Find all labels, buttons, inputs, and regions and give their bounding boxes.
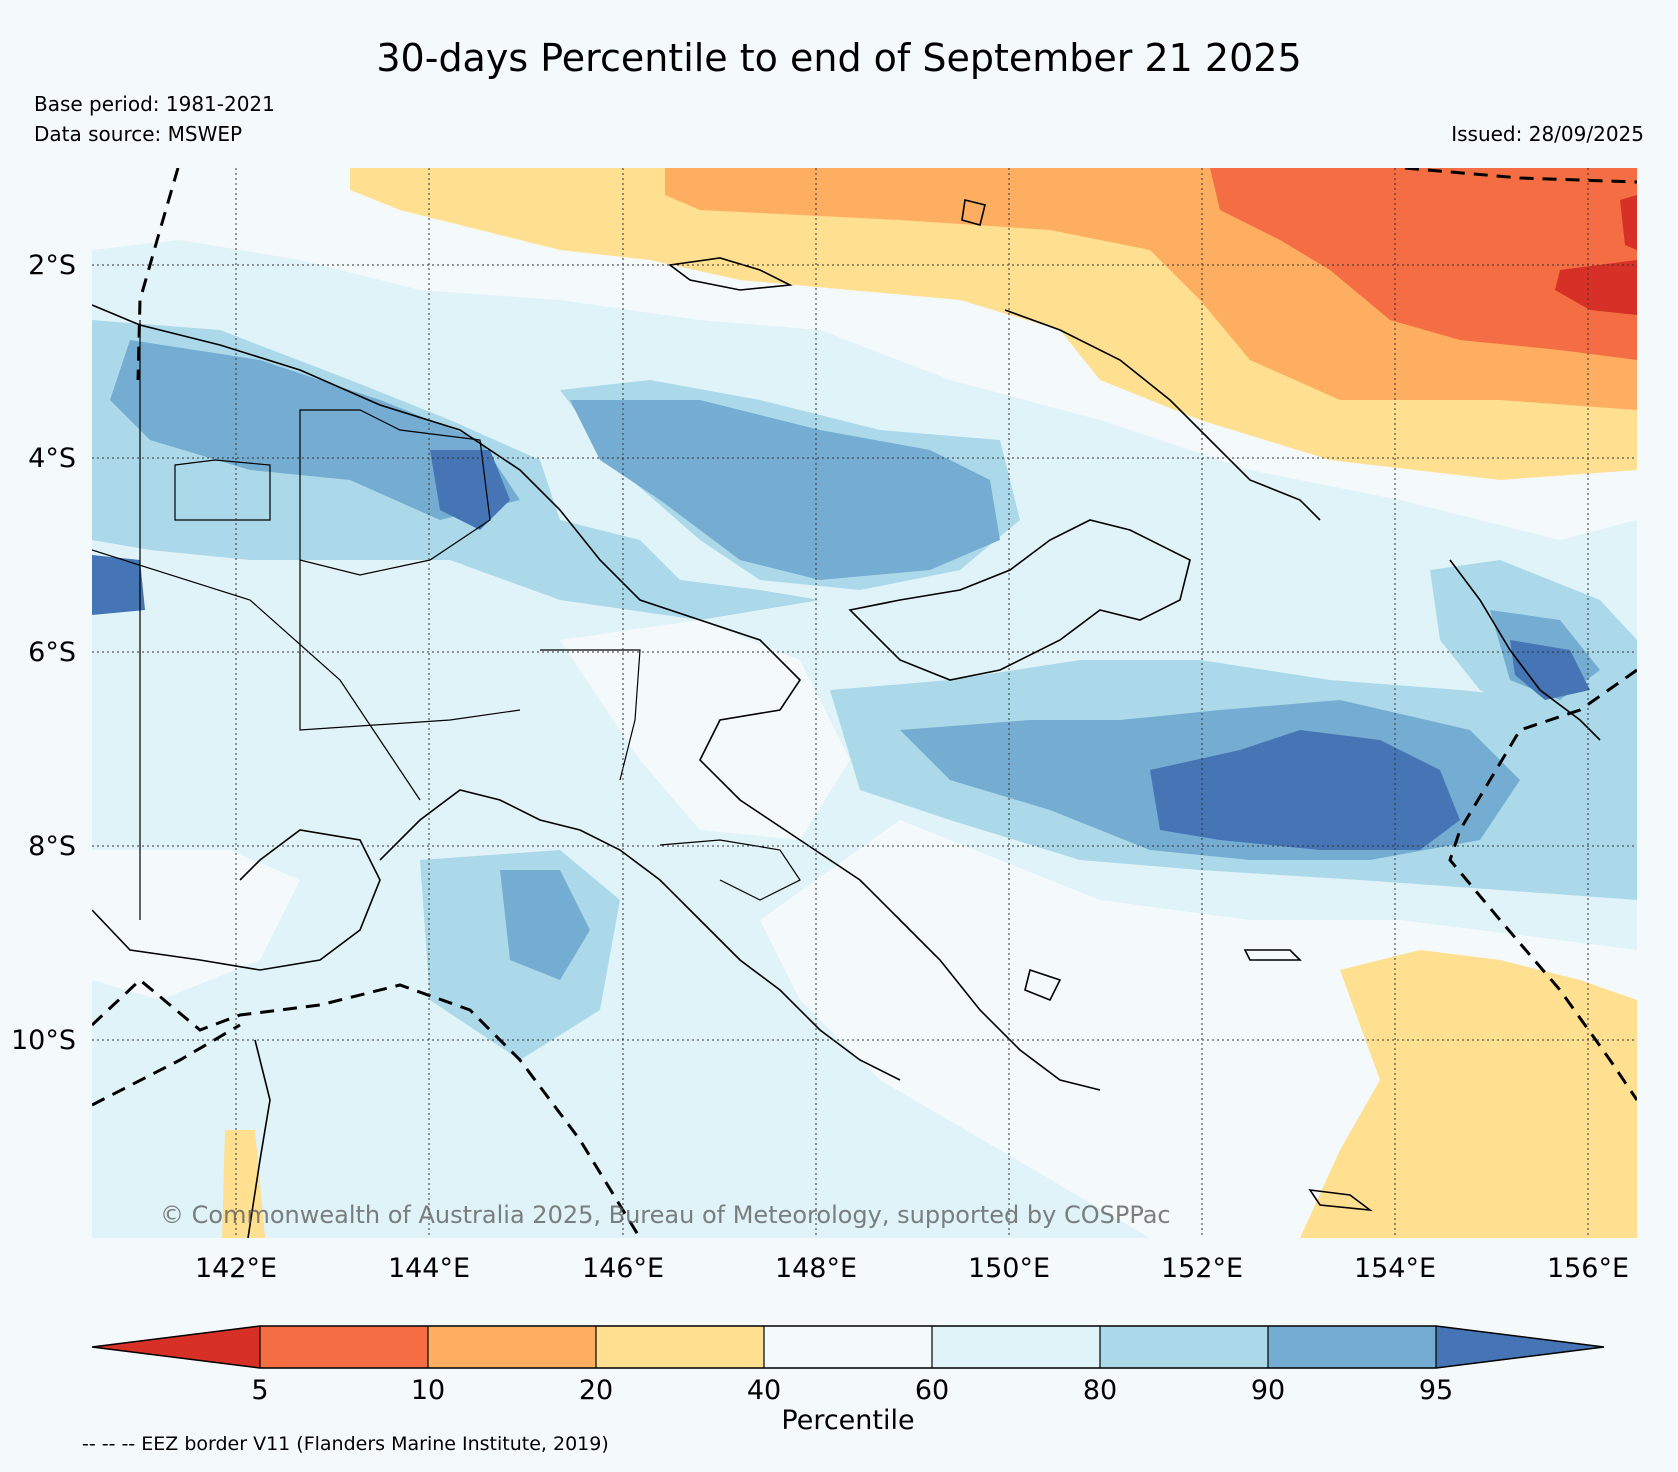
lon-label: 142°E bbox=[195, 1253, 277, 1284]
region-20-40-southeast bbox=[1300, 950, 1637, 1238]
lon-label: 148°E bbox=[775, 1253, 857, 1284]
lat-label: 2°S bbox=[28, 250, 76, 281]
lon-label: 156°E bbox=[1547, 1253, 1629, 1284]
lat-label: 10°S bbox=[11, 1025, 76, 1056]
region-90-95-gulf bbox=[500, 870, 590, 980]
colorbar-tick: 5 bbox=[251, 1375, 268, 1406]
colorbar-tick: 80 bbox=[1083, 1375, 1117, 1406]
colorbar-dividers bbox=[259, 1326, 1437, 1368]
region-90-95-center bbox=[570, 400, 1000, 580]
colorbar-segment bbox=[428, 1326, 596, 1368]
colorbar-tick: 20 bbox=[579, 1375, 613, 1406]
lon-label: 150°E bbox=[968, 1253, 1050, 1284]
coastlines bbox=[92, 199, 1601, 1238]
colorbar-tick: 60 bbox=[915, 1375, 949, 1406]
lon-label: 144°E bbox=[388, 1253, 470, 1284]
colorbar-tick: 95 bbox=[1419, 1375, 1453, 1406]
map-title: 30-days Percentile to end of September 2… bbox=[376, 36, 1302, 80]
region-5-10 bbox=[1210, 168, 1637, 360]
base-period: Base period: 1981-2021 bbox=[34, 92, 275, 116]
lon-label: 152°E bbox=[1161, 1253, 1243, 1284]
colorbar-tick: 10 bbox=[411, 1375, 445, 1406]
colorbar-segment bbox=[1100, 1326, 1268, 1368]
graticule bbox=[92, 168, 1637, 1238]
region-above-95-north bbox=[430, 450, 510, 530]
colorbar-segment bbox=[596, 1326, 764, 1368]
colorbar-tick: 90 bbox=[1251, 1375, 1285, 1406]
region-above-95-bougainville bbox=[1510, 640, 1590, 700]
map-area: © Commonwealth of Australia 2025, Bureau… bbox=[92, 168, 1637, 1238]
lon-label: 146°E bbox=[582, 1253, 664, 1284]
lon-labels: 142°E 144°E 146°E 148°E 150°E 152°E 154°… bbox=[195, 1253, 1629, 1284]
lat-label: 8°S bbox=[28, 831, 76, 862]
colorbar-segment bbox=[1268, 1326, 1436, 1368]
lat-labels: 2°S 4°S 6°S 8°S 10°S bbox=[11, 250, 76, 1056]
region-below-5-b bbox=[1620, 195, 1637, 250]
colorbar-ticks: 5 10 20 40 60 80 90 95 bbox=[251, 1375, 1453, 1406]
borders bbox=[92, 320, 801, 920]
colorbar-segment bbox=[764, 1326, 932, 1368]
issued-date: Issued: 28/09/2025 bbox=[1451, 122, 1644, 146]
region-90-95-north bbox=[110, 340, 520, 520]
colorbar-segment bbox=[260, 1326, 428, 1368]
eez-borders bbox=[92, 168, 1637, 1238]
lon-label: 154°E bbox=[1354, 1253, 1436, 1284]
colorbar-label: Percentile bbox=[781, 1405, 914, 1436]
eez-footnote: -- -- -- EEZ border V11 (Flanders Marine… bbox=[82, 1433, 609, 1455]
region-above-95-west bbox=[92, 555, 145, 615]
region-above-95-east bbox=[1150, 730, 1460, 850]
colorbar-segment bbox=[932, 1326, 1100, 1368]
lat-label: 6°S bbox=[28, 637, 76, 668]
colorbar: 5 10 20 40 60 80 90 95 Percentile bbox=[91, 1325, 1605, 1436]
copyright-watermark: © Commonwealth of Australia 2025, Bureau… bbox=[160, 1201, 1171, 1229]
data-source: Data source: MSWEP bbox=[34, 122, 243, 146]
region-below-5 bbox=[1555, 260, 1637, 315]
region-40-60-southwest bbox=[92, 850, 300, 1000]
lat-label: 4°S bbox=[28, 443, 76, 474]
colorbar-tick: 40 bbox=[747, 1375, 781, 1406]
colorbar-segment bbox=[1436, 1326, 1604, 1368]
region-40-60-highlands bbox=[560, 620, 850, 840]
colorbar-segment bbox=[92, 1326, 260, 1368]
region-20-40-capeyork bbox=[222, 1130, 265, 1238]
